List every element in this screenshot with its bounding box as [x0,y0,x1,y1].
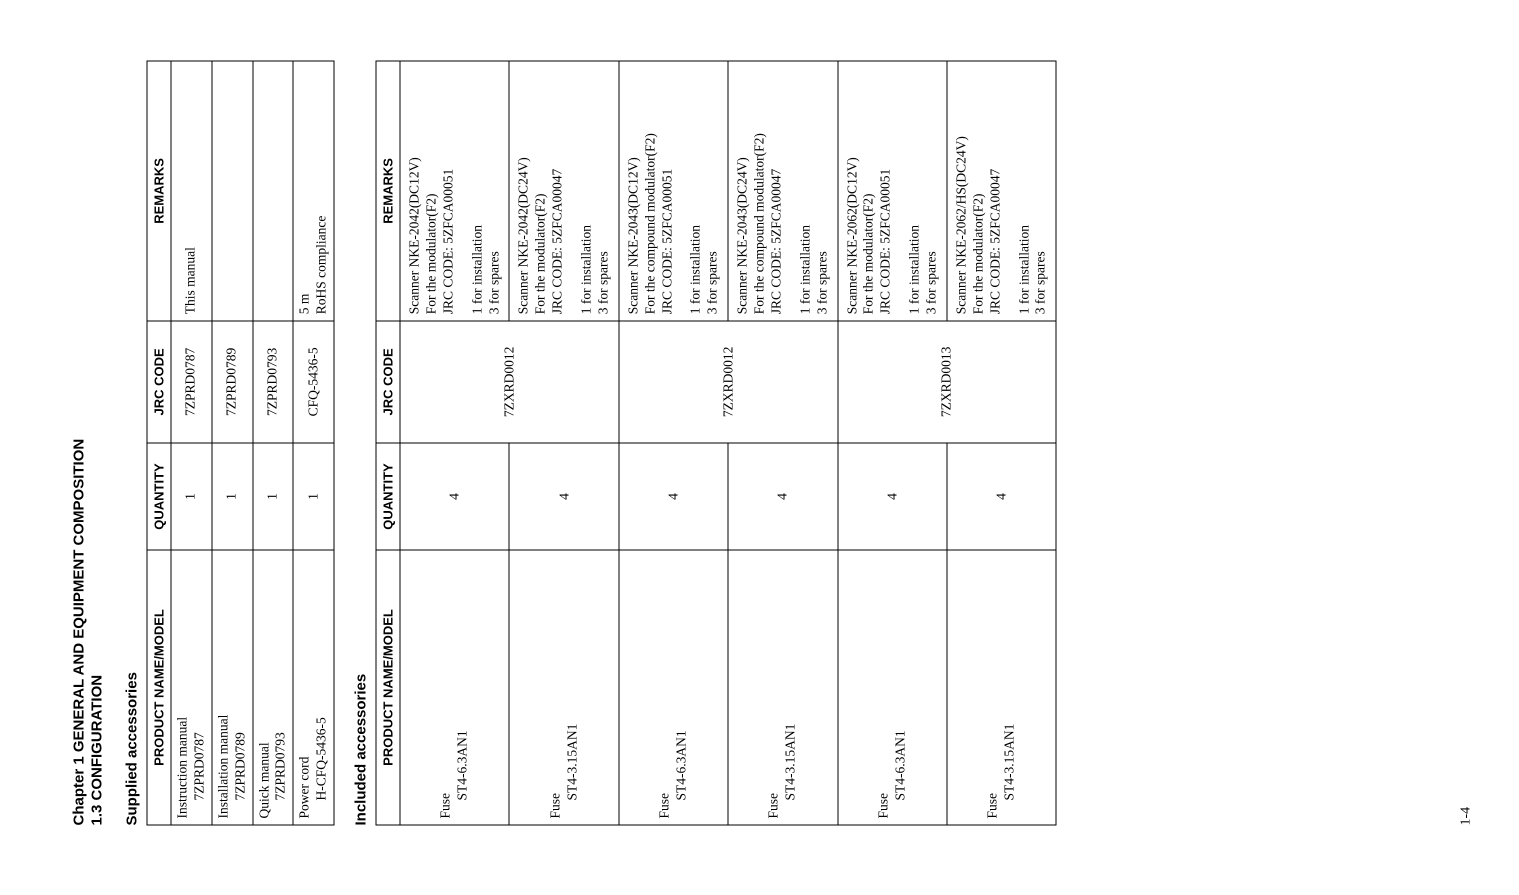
product-name: Fuse [875,792,890,818]
remarks-line: 1 for installation [797,225,812,314]
product-model: ST4-3.15AN1 [782,556,799,818]
remarks-line: For the compound modulator(F2) [642,133,657,314]
remarks-line: 3 for spares [1032,251,1047,314]
product-model: 7ZPRD0789 [232,556,249,818]
remarks-line: For the modulator(F2) [532,193,547,314]
remarks [211,61,252,321]
product-name: Fuse [437,792,452,818]
remarks-line: RoHS compliance [313,215,328,314]
remarks-line: JRC CODE: 5ZFCA00047 [768,168,783,314]
table-row: FuseST4-6.3AN147ZXRD0012Scanner NKE-2043… [618,61,681,825]
product-name: Fuse [984,792,999,818]
remarks-line: 3 for spares [814,251,829,314]
jrc-code: CFQ-5436-5 [293,320,334,442]
quantity: 4 [837,443,946,550]
product-name: Instruction manual [174,716,189,818]
product-model: 7ZPRD0793 [272,556,289,818]
remarks-line: For the modulator(F2) [423,193,438,314]
product-model: ST4-6.3AN1 [892,556,909,818]
table-row: Installation manual7ZPRD0789 1 7ZPRD0789 [211,61,252,825]
product-name: Fuse [656,792,671,818]
product-model: ST4-3.15AN1 [564,556,581,818]
section-header: 1.3 CONFIGURATION [88,60,105,825]
quantity: 4 [400,443,509,550]
quantity: 4 [618,443,727,550]
product-model: H-CFQ-5436-5 [313,556,330,818]
remarks-line: Scanner NKE-2043(DC24V) [734,157,749,314]
supplied-accessories-table: PRODUCT NAME/MODEL QUANTITY JRC CODE REM… [146,60,334,825]
remarks-line: 1 for installation [687,225,702,314]
quantity: 1 [171,443,212,550]
table-row: Power cordH-CFQ-5436-5 1 CFQ-5436-5 5 mR… [293,61,334,825]
product-model: ST4-6.3AN1 [673,556,690,818]
page-number: 1-4 [1458,806,1474,825]
product-name: Power cord [296,756,311,818]
col-header-remarks: REMARKS [147,61,171,321]
jrc-code: 7ZXRD0012 [618,320,837,442]
remarks-line: 1 for installation [906,225,921,314]
col-header-code: JRC CODE [147,320,171,442]
table-row: Instruction manual7ZPRD0787 1 7ZPRD0787 … [171,61,212,825]
product-model: 7ZPRD0787 [191,556,208,818]
remarks-line: Scanner NKE-2042(DC12V) [406,157,421,314]
product-name: Fuse [547,792,562,818]
quantity: 4 [946,443,1055,550]
remarks-line: For the modulator(F2) [970,193,985,314]
remarks-line: 3 for spares [704,251,719,314]
remarks-line: JRC CODE: 5ZFCA00047 [987,168,1002,314]
jrc-code: 7ZXRD0012 [400,320,619,442]
remarks-line: 1 for installation [469,225,484,314]
quantity: 4 [509,443,618,550]
jrc-code: 7ZPRD0793 [252,320,293,442]
quantity: 1 [211,443,252,550]
col-header-name: PRODUCT NAME/MODEL [376,549,400,824]
table-row: FuseST4-3.15AN14Scanner NKE-2043(DC24V)F… [728,61,791,825]
table-row: Quick manual7ZPRD0793 1 7ZPRD0793 [252,61,293,825]
table-row: FuseST4-6.3AN147ZXRD0013Scanner NKE-2062… [837,61,900,825]
col-header-code: JRC CODE [376,320,400,442]
remarks-line: JRC CODE: 5ZFCA00051 [440,168,455,314]
included-accessories-table: PRODUCT NAME/MODEL QUANTITY JRC CODE REM… [375,60,1056,825]
included-title: Included accessories [352,60,369,825]
remarks-line: Scanner NKE-2042(DC24V) [515,157,530,314]
remarks-line: JRC CODE: 5ZFCA00051 [659,168,674,314]
remarks-line: 3 for spares [486,251,501,314]
chapter-header: Chapter 1 GENERAL AND EQUIPMENT COMPOSIT… [70,60,88,825]
remarks-line: For the compound modulator(F2) [751,133,766,314]
page: Chapter 1 GENERAL AND EQUIPMENT COMPOSIT… [0,0,1519,895]
quantity: 1 [252,443,293,550]
remarks-line: 3 for spares [923,251,938,314]
table-row: FuseST4-3.15AN14Scanner NKE-2062/HS(DC24… [946,61,1009,825]
jrc-code: 7ZXRD0013 [837,320,1056,442]
remarks-line: JRC CODE: 5ZFCA00047 [549,168,564,314]
remarks-line: 5 m [296,293,311,314]
remarks-line: For the modulator(F2) [860,193,875,314]
col-header-qty: QUANTITY [376,443,400,550]
product-name: Installation manual [215,714,230,818]
remarks-line: Scanner NKE-2043(DC12V) [625,157,640,314]
quantity: 1 [293,443,334,550]
remarks-line: JRC CODE: 5ZFCA00051 [877,168,892,314]
remarks-line: 1 for installation [578,225,593,314]
remarks-line: Scanner NKE-2062/HS(DC24V) [953,136,968,314]
quantity: 4 [728,443,837,550]
jrc-code: 7ZPRD0787 [171,320,212,442]
jrc-code: 7ZPRD0789 [211,320,252,442]
table-row: FuseST4-3.15AN14Scanner NKE-2042(DC24V)F… [509,61,572,825]
remarks-line: 1 for installation [1016,225,1031,314]
product-name: Fuse [765,792,780,818]
table-row: FuseST4-6.3AN147ZXRD0012Scanner NKE-2042… [400,61,463,825]
remarks: This manual [171,61,212,321]
product-name: Quick manual [256,742,271,818]
col-header-remarks: REMARKS [376,61,400,321]
product-model: ST4-3.15AN1 [1001,556,1018,818]
remarks [252,61,293,321]
remarks-line: 3 for spares [595,251,610,314]
col-header-name: PRODUCT NAME/MODEL [147,549,171,824]
remarks-line: Scanner NKE-2062(DC12V) [844,157,859,314]
col-header-qty: QUANTITY [147,443,171,550]
supplied-title: Supplied accessories [123,60,140,825]
product-model: ST4-6.3AN1 [454,556,471,818]
